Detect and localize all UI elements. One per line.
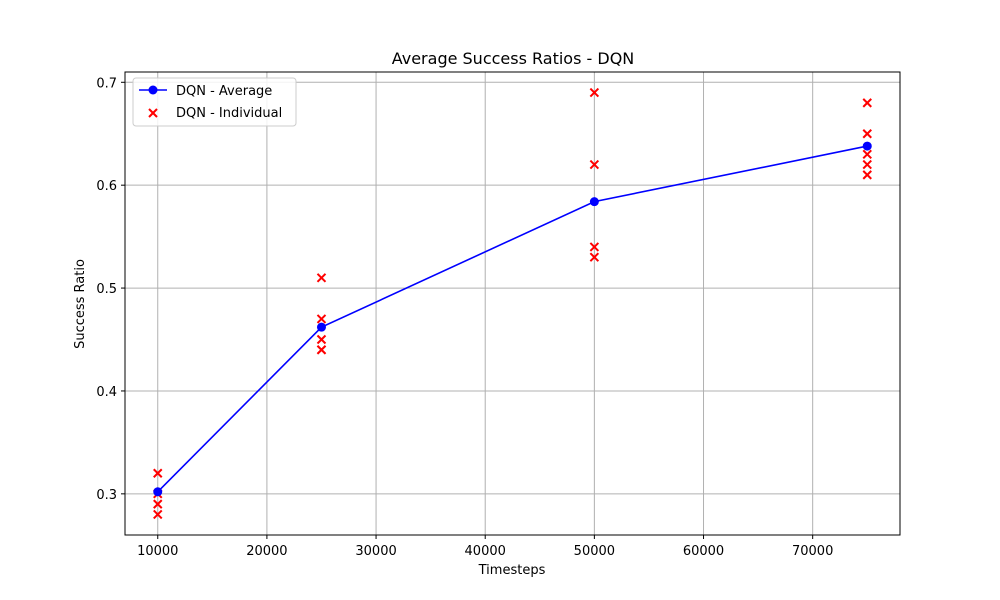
x-tick-label: 30000 [355,544,396,559]
y-tick-label: 0.7 [96,76,117,91]
legend-label-average: DQN - Average [176,84,272,99]
legend-box [132,77,297,127]
x-axis-label: Timesteps [478,563,546,578]
series-layer [153,87,872,520]
individual-point [862,129,872,139]
x-tick-label: 60000 [683,544,724,559]
average-point [153,487,163,497]
legend-label-individual: DQN - Individual [176,106,282,121]
individual-point [316,334,327,345]
average-point [589,197,599,207]
individual-point [316,345,327,355]
y-tick-label: 0.5 [96,282,117,297]
x-tick-label: 10000 [137,544,178,559]
individual-point [862,98,872,108]
legend-marker-swatch [148,85,158,95]
y-tick-label: 0.3 [96,488,117,503]
legend-x-swatch [148,108,158,118]
x-tick-label: 70000 [792,544,833,559]
x-tick-label: 20000 [246,544,287,559]
chart-title: Average Success Ratios - DQN [392,49,635,68]
y-tick-label: 0.6 [96,179,117,194]
individual-point [316,314,327,324]
grid-lines [125,72,900,535]
axis-ticks: 10000 20000 30000 40000 50000 60000 70000 0.3 0.… [96,76,833,559]
x-tick-label: 50000 [574,544,615,559]
individual-point [862,159,872,170]
average-line [157,145,868,493]
individual-point [862,149,872,160]
average-point [862,141,872,151]
average-point [316,322,326,332]
individual-point [153,499,163,509]
individual-point [589,159,600,170]
plot-frame [124,71,901,536]
individual-point [153,509,163,520]
y-axis-label: Success Ratio [73,259,88,349]
individual-point [589,252,600,262]
legend: DQN - Average DQN - Individual [132,77,297,127]
x-tick-label: 40000 [465,544,506,559]
individual-point [153,468,163,478]
individual-point [862,170,872,180]
individual-point [589,87,600,98]
individual-point [316,273,327,283]
y-tick-label: 0.4 [96,385,117,400]
individual-point [589,242,600,252]
